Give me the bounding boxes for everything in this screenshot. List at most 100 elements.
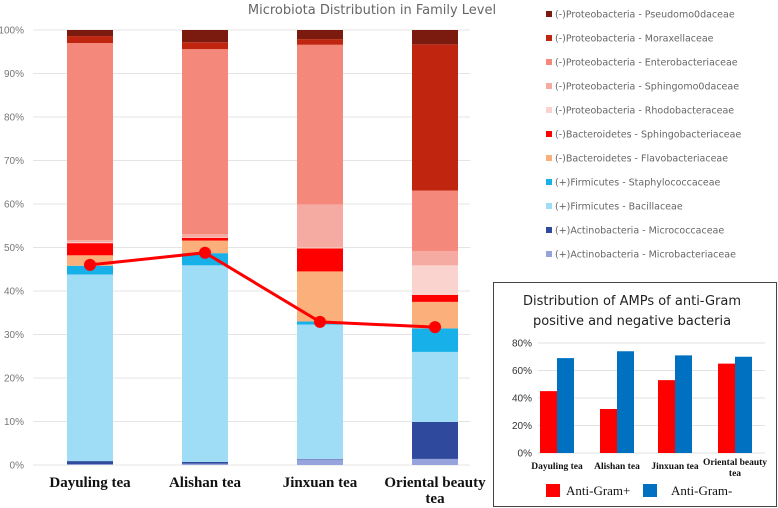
y-tick-label: 20% bbox=[4, 374, 24, 385]
bar-segment bbox=[67, 274, 113, 462]
inset-title-line: Distribution of AMPs of anti-Gram bbox=[523, 294, 741, 309]
inset-title-line: positive and negative bacteria bbox=[533, 314, 731, 329]
legend-swatch bbox=[546, 155, 552, 161]
bar-segment bbox=[67, 242, 113, 244]
bar-segment bbox=[182, 234, 228, 238]
inset-x-tick-label-line2: tea bbox=[729, 469, 741, 479]
x-tick-label: Dayuling tea bbox=[49, 475, 131, 491]
bar-segment bbox=[412, 421, 458, 459]
trend-line bbox=[89, 251, 436, 329]
bar-segment bbox=[182, 461, 228, 464]
y-tick-label: 0% bbox=[10, 461, 25, 472]
inset-bar bbox=[675, 355, 692, 453]
inset-x-tick-label: Dayuling tea bbox=[531, 462, 583, 472]
inset-y-tick-label: 40% bbox=[512, 394, 532, 405]
bar-segment bbox=[182, 237, 228, 241]
y-tick-label: 100% bbox=[0, 26, 24, 37]
legend-swatch bbox=[546, 131, 552, 137]
bar-segment bbox=[297, 204, 343, 248]
legend-swatch bbox=[546, 179, 552, 185]
y-tick-label: 50% bbox=[4, 243, 24, 254]
y-tick-label: 60% bbox=[4, 200, 24, 211]
bar-segment bbox=[412, 458, 458, 465]
legend-swatch bbox=[546, 11, 552, 17]
bar-segment bbox=[182, 265, 228, 462]
bar-segment bbox=[67, 240, 113, 243]
trend-point bbox=[199, 246, 211, 259]
inset-y-tick-label: 0% bbox=[518, 449, 533, 460]
y-tick-label: 70% bbox=[4, 156, 24, 167]
x-tick-label: Oriental beauty bbox=[384, 475, 486, 491]
bar-segment bbox=[297, 30, 343, 40]
inset-legend-label: Anti-Gram+ bbox=[566, 483, 630, 498]
inset-y-tick-label: 20% bbox=[512, 421, 532, 432]
legend-swatch bbox=[546, 59, 552, 65]
bar-segment bbox=[297, 44, 343, 205]
legend-label: (-)Bacteroidetes - Flavobacteriaceae bbox=[555, 154, 728, 165]
legend-swatch bbox=[546, 107, 552, 113]
inset-legend-label: Anti-Gram- bbox=[671, 483, 732, 498]
legend-label: (+)Actinobacteria - Micrococcaceae bbox=[555, 226, 724, 237]
bar-segment bbox=[67, 243, 113, 256]
y-tick-label: 30% bbox=[4, 330, 24, 341]
bar-segment bbox=[67, 43, 113, 241]
bar-segment bbox=[297, 247, 343, 249]
inset-bar bbox=[557, 358, 574, 453]
trend-point bbox=[314, 315, 326, 328]
legend-label: (-)Proteobacteria - Enterobacteriaceae bbox=[555, 58, 738, 69]
y-tick-label: 10% bbox=[4, 417, 24, 428]
bar-segment bbox=[412, 294, 458, 302]
bar-segment bbox=[412, 328, 458, 352]
bar-segment bbox=[182, 253, 228, 266]
trend-point bbox=[429, 321, 441, 334]
x-tick-label-line2: tea bbox=[425, 491, 445, 507]
inset-bar bbox=[658, 380, 675, 453]
bar-segment bbox=[67, 464, 113, 465]
legend-swatch bbox=[546, 203, 552, 209]
bar-segment bbox=[297, 39, 343, 45]
bar-segment bbox=[412, 351, 458, 422]
inset-x-tick-label: Oriental beauty bbox=[703, 458, 767, 468]
bar-segment bbox=[412, 250, 458, 266]
bar-segment bbox=[297, 459, 343, 465]
inset-y-tick-label: 80% bbox=[512, 339, 532, 350]
inset-chart: Distribution of AMPs of anti-Gram positiv… bbox=[493, 282, 777, 507]
inset-bar bbox=[718, 363, 735, 453]
y-tick-label: 90% bbox=[4, 69, 24, 80]
inset-bar bbox=[617, 351, 634, 453]
inset-legend-swatch bbox=[643, 484, 657, 497]
inset-x-tick-label: Jinxuan tea bbox=[651, 462, 698, 472]
inset-legend-swatch bbox=[546, 484, 560, 497]
bar-segment bbox=[67, 36, 113, 44]
legend-label: (+)Firmicutes - Bacillaceae bbox=[555, 202, 683, 213]
legend-label: (-)Bacteroidetes - Sphingobacteriaceae bbox=[555, 130, 741, 141]
bar-segment bbox=[182, 463, 228, 465]
trend-point bbox=[84, 258, 96, 271]
legend-label: (-)Proteobacteria - Pseudomo0daceae bbox=[555, 10, 735, 21]
legend-swatch bbox=[546, 227, 552, 233]
inset-bar bbox=[735, 356, 752, 453]
bar-segment bbox=[67, 461, 113, 465]
inset-bar bbox=[600, 409, 617, 453]
inset-x-tick-label: Alishan tea bbox=[594, 462, 640, 472]
legend-label: (-)Proteobacteria - Sphingomo0daceae bbox=[555, 82, 739, 93]
legend-label: (-)Proteobacteria - Moraxellaceae bbox=[555, 34, 714, 45]
bar-segment bbox=[297, 248, 343, 272]
main-chart-title: Microbiota Distribution in Family Level bbox=[248, 3, 496, 18]
legend-label: (+)Firmicutes - Staphylococcaceae bbox=[555, 178, 721, 189]
bar-segment bbox=[412, 190, 458, 251]
bar-segment bbox=[67, 30, 113, 37]
legend-label: (-)Proteobacteria - Rhodobacteraceae bbox=[555, 106, 734, 117]
y-tick-label: 40% bbox=[4, 287, 24, 298]
bar-segment bbox=[412, 44, 458, 191]
x-tick-label: Alishan tea bbox=[169, 475, 242, 491]
bar-segment bbox=[412, 30, 458, 45]
legend-swatch bbox=[546, 251, 552, 257]
legend-swatch bbox=[546, 83, 552, 89]
bar-segment bbox=[182, 49, 228, 235]
legend-swatch bbox=[546, 35, 552, 41]
bar-segment bbox=[297, 324, 343, 459]
bar-segment bbox=[412, 265, 458, 295]
bar-segment bbox=[182, 42, 228, 50]
